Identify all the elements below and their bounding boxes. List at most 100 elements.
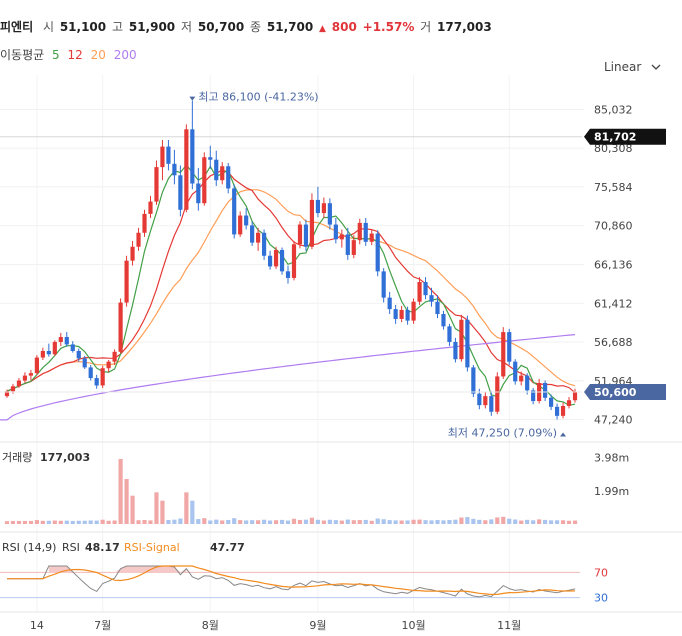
x-tick-label: 10월 xyxy=(402,619,426,632)
candle-body xyxy=(554,406,560,416)
candle-body xyxy=(345,234,350,255)
volume-bar xyxy=(22,520,28,524)
volume-bar xyxy=(106,520,111,524)
candle-body xyxy=(190,129,195,184)
scale-dropdown[interactable]: Linear xyxy=(604,60,661,74)
volume-bar xyxy=(303,519,309,524)
x-tick-label: 14 xyxy=(30,619,44,632)
candle-body xyxy=(238,215,243,235)
candle-body xyxy=(560,405,566,416)
volume-bar xyxy=(411,519,416,524)
volume-bar xyxy=(465,517,470,524)
candle-body xyxy=(327,203,332,225)
candle-body xyxy=(339,234,344,240)
volume-bar xyxy=(441,520,446,524)
volume-bar xyxy=(560,520,566,524)
candle-body xyxy=(393,309,398,319)
candle-body xyxy=(459,319,464,360)
volume-bar xyxy=(238,520,243,524)
volume-bar xyxy=(273,520,279,524)
volume-bar xyxy=(10,520,16,524)
volume-bar xyxy=(34,520,39,524)
rsi-label: RSI xyxy=(62,541,80,554)
candle-body xyxy=(399,309,404,319)
volume-bar xyxy=(279,519,285,524)
candle-body xyxy=(303,224,309,247)
volume-bar xyxy=(58,520,63,524)
volume-bar xyxy=(178,518,183,524)
candle-body xyxy=(333,224,338,240)
volume-bar xyxy=(291,518,297,524)
volume-bar xyxy=(148,520,153,524)
candle-body xyxy=(70,344,75,351)
candle-body xyxy=(34,357,39,374)
candle-body xyxy=(285,271,291,278)
volume-bar xyxy=(214,519,219,524)
close-label: 종 xyxy=(250,20,262,34)
volume-bar xyxy=(46,520,51,524)
candle-body xyxy=(417,282,422,302)
candle-body xyxy=(507,332,512,362)
volume-bar xyxy=(387,520,392,524)
candle-body xyxy=(16,380,22,387)
candle-body xyxy=(58,337,63,342)
y-tick-label: 66,136 xyxy=(594,258,633,271)
ma-legend[interactable]: 이동평균 5 12 20 200 xyxy=(0,46,141,63)
scale-label: Linear xyxy=(604,60,642,74)
high-marker-icon xyxy=(189,96,196,101)
candle-body xyxy=(100,368,105,386)
x-tick-label: 9월 xyxy=(309,619,326,632)
candle-body xyxy=(273,250,279,267)
candle-body xyxy=(166,146,171,164)
volume-bar xyxy=(447,520,452,524)
volume-bar xyxy=(315,519,320,524)
volume-tick-label: 1.99m xyxy=(594,485,629,498)
candle-body xyxy=(423,282,428,296)
candle-body xyxy=(160,146,165,168)
rsi-signal-line xyxy=(7,565,576,596)
volume-bar xyxy=(262,519,267,524)
candle-body xyxy=(64,337,69,345)
candle-body xyxy=(267,255,273,267)
y-tick-label: 80,308 xyxy=(594,142,633,155)
candle-body xyxy=(82,358,87,368)
volume-bar xyxy=(244,520,249,524)
candle-body xyxy=(572,392,578,401)
candle-body xyxy=(477,393,482,406)
change-value: 800 xyxy=(331,20,357,34)
volume-bar xyxy=(495,517,500,524)
volume-bar xyxy=(453,519,458,524)
volume-bar xyxy=(363,519,368,524)
volume-bar xyxy=(399,520,404,524)
volume-bar xyxy=(64,520,69,524)
low-marker-icon xyxy=(560,432,567,437)
candle-body xyxy=(501,332,506,377)
rsi-signal-value: 47.77 xyxy=(210,541,245,554)
volume-bar xyxy=(525,519,530,524)
candle-body xyxy=(315,199,320,214)
candle-body xyxy=(369,233,374,242)
volume-bar xyxy=(513,519,518,524)
candle-body xyxy=(10,386,16,392)
candle-body xyxy=(142,213,147,233)
volume-bar xyxy=(405,520,410,524)
volume-bar xyxy=(351,520,356,524)
x-tick-label: 7월 xyxy=(94,619,111,632)
candle-body xyxy=(531,390,536,402)
candle-body xyxy=(513,361,518,382)
y-tick-label: 85,032 xyxy=(594,103,633,116)
candle-body xyxy=(495,376,500,412)
volume-bar xyxy=(285,520,291,524)
volume-bar xyxy=(381,519,386,524)
rsi-signal-label: RSI-Signal xyxy=(124,541,180,554)
high-value: 51,900 xyxy=(128,20,176,34)
volume-bar xyxy=(309,517,315,524)
ma-12: 12 xyxy=(67,48,83,62)
volume-bar xyxy=(172,519,177,524)
candle-body xyxy=(106,361,111,369)
current-price-label: 50,600 xyxy=(594,386,637,399)
candle-body xyxy=(471,367,476,394)
volume-bar xyxy=(118,459,123,524)
volume-bar xyxy=(88,520,93,524)
